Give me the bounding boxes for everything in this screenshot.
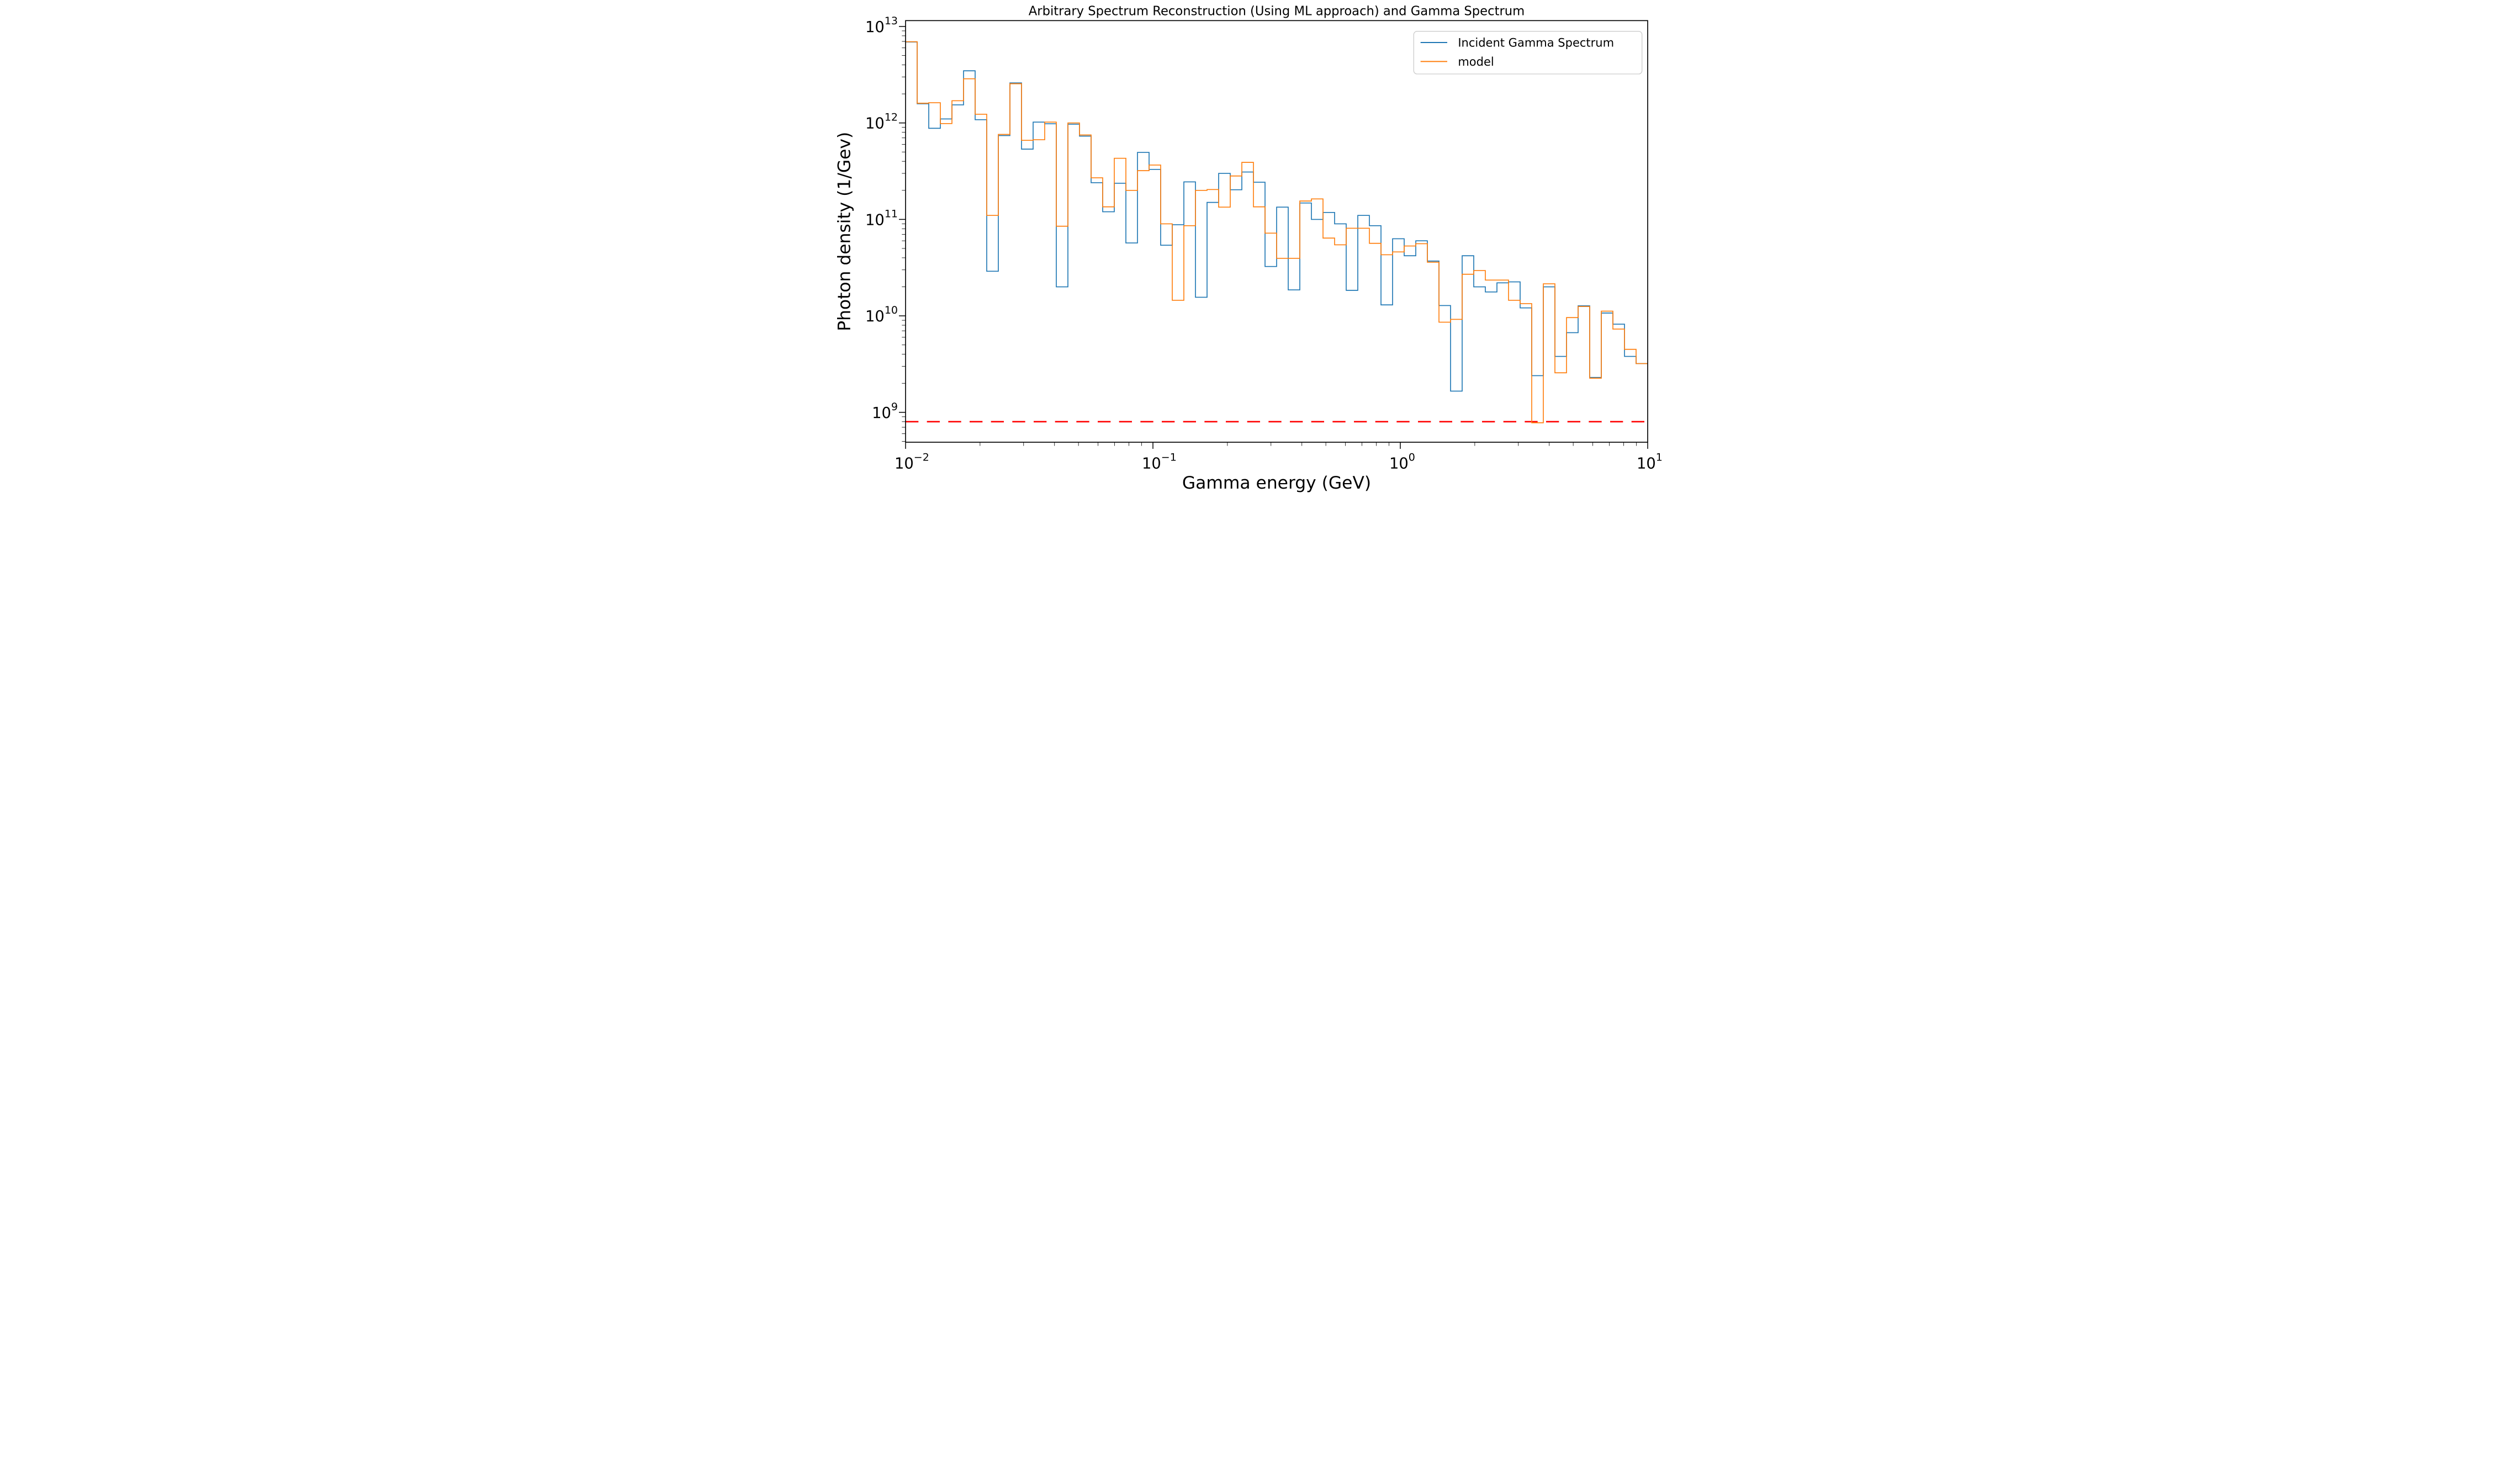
y-tick-label: 1010 [865, 304, 898, 325]
chart-figure: 10−2 10−1 100 101 109 1010 1011 1012 1013 Arbitr… [834, 0, 1669, 495]
x-tick-label: 101 [1637, 451, 1663, 472]
series-model-line [906, 41, 1648, 423]
y-tick-label: 1012 [865, 112, 898, 132]
chart-title: Arbitrary Spectrum Reconstruction (Using… [1029, 4, 1525, 18]
spectrum-chart: 10−2 10−1 100 101 109 1010 1011 1012 1013 Arbitr… [834, 4, 1663, 493]
legend-label-model: model [1458, 55, 1494, 68]
series-incident-gamma-spectrum-line [906, 41, 1648, 392]
y-tick-label: 1013 [865, 15, 898, 36]
y-tick-label: 1011 [865, 208, 898, 229]
x-tick-label: 10−2 [895, 451, 929, 472]
y-axis-label: Photon density (1/Gev) [834, 132, 854, 331]
y-tick-label: 109 [872, 401, 898, 422]
x-tick-label: 100 [1389, 451, 1415, 472]
legend-box [1413, 31, 1643, 75]
axes-spines [905, 20, 1648, 443]
legend-label-incident: Incident Gamma Spectrum [1458, 36, 1614, 50]
x-tick-label: 10−1 [1142, 451, 1177, 472]
plot-area [906, 41, 1648, 423]
legend: Incident Gamma Spectrum model [1413, 31, 1643, 75]
x-axis-label: Gamma energy (GeV) [1182, 473, 1371, 493]
